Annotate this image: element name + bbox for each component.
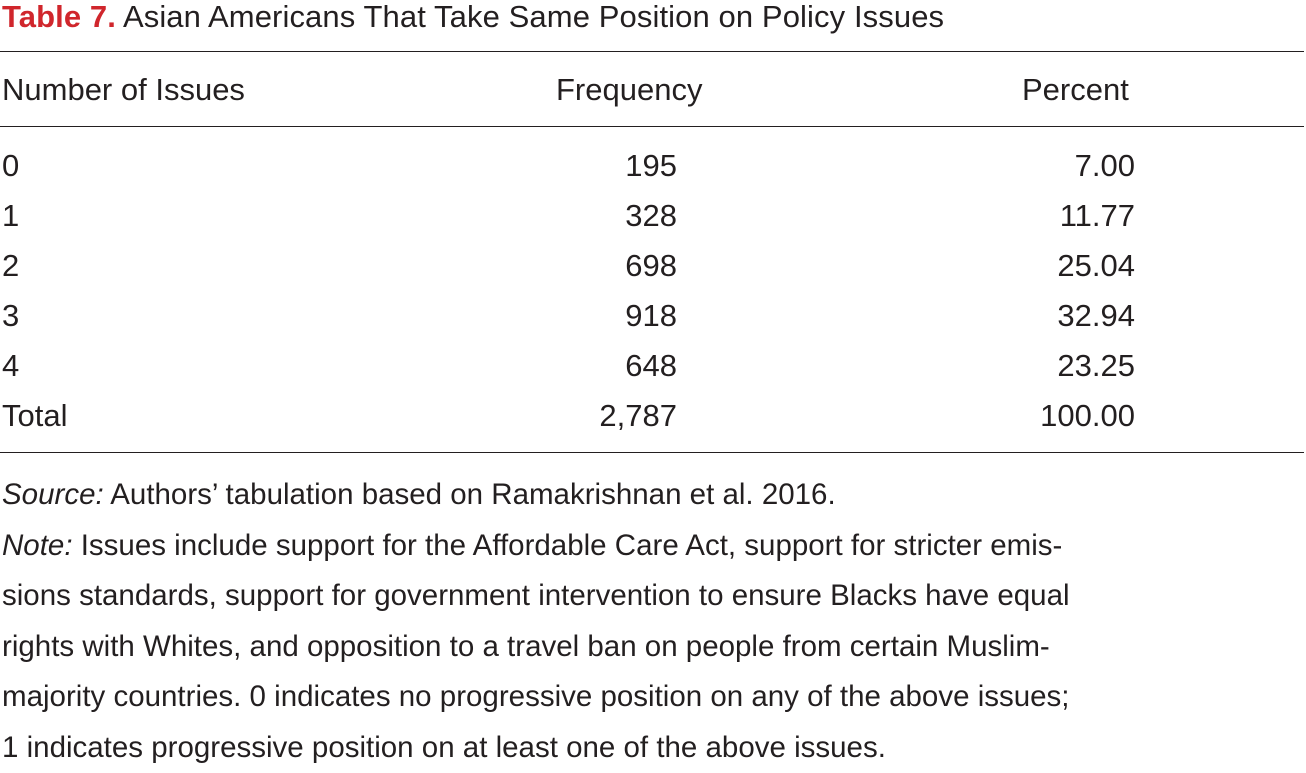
table-row: 4 648 23.25: [0, 342, 1304, 392]
cell-issues: Total: [2, 392, 67, 440]
column-header-percent: Percent: [1022, 70, 1129, 110]
cell-frequency: 328: [625, 192, 677, 240]
note-line: rights with Whites, and opposition to a …: [2, 630, 1050, 663]
note-line: majority countries. 0 indicates no progr…: [2, 680, 1070, 713]
note-line: sions standards, support for government …: [2, 579, 1070, 612]
cell-issues: 0: [2, 142, 19, 190]
source-note: Source: Authors’ tabulation based on Ram…: [2, 470, 1302, 521]
cell-issues: 2: [2, 242, 19, 290]
cell-percent: 32.94: [1057, 292, 1135, 340]
table-row: 0 195 7.00: [0, 142, 1304, 192]
table-row: 1 328 11.77: [0, 192, 1304, 242]
note-label: Note:: [2, 529, 73, 562]
table-notes: Source: Authors’ tabulation based on Ram…: [2, 470, 1302, 773]
header-rule: [0, 126, 1304, 127]
cell-frequency: 648: [625, 342, 677, 390]
table-title: Table 7. Asian Americans That Take Same …: [2, 0, 944, 34]
cell-percent: 25.04: [1057, 242, 1135, 290]
cell-frequency: 195: [625, 142, 677, 190]
note: Note: Issues include support for the Aff…: [2, 521, 1302, 773]
cell-percent: 23.25: [1057, 342, 1135, 390]
cell-percent: 100.00: [1040, 392, 1135, 440]
note-line: Issues include support for the Affordabl…: [73, 529, 1063, 562]
cell-percent: 11.77: [1060, 192, 1135, 240]
table-title-text: Asian Americans That Take Same Position …: [116, 0, 944, 34]
table-row-total: Total 2,787 100.00: [0, 392, 1304, 442]
table-body: 0 195 7.00 1 328 11.77 2 698 25.04 3 918…: [0, 142, 1304, 442]
cell-issues: 3: [2, 292, 19, 340]
column-header-frequency: Frequency: [556, 70, 702, 110]
note-line: 1 indicates progressive position on at l…: [2, 731, 886, 764]
bottom-rule: [0, 452, 1304, 453]
source-label: Source:: [2, 478, 104, 511]
column-header-number-of-issues: Number of Issues: [2, 70, 245, 110]
cell-issues: 1: [2, 192, 19, 240]
table-number: Table 7.: [2, 0, 116, 34]
table-row: 3 918 32.94: [0, 292, 1304, 342]
cell-percent: 7.00: [1075, 142, 1135, 190]
top-rule: [0, 51, 1304, 52]
table-header: Number of Issues Frequency Percent: [0, 70, 1304, 110]
table-row: 2 698 25.04: [0, 242, 1304, 292]
source-text: Authors’ tabulation based on Ramakrishna…: [104, 478, 836, 511]
cell-frequency: 698: [625, 242, 677, 290]
cell-frequency: 2,787: [599, 392, 677, 440]
cell-issues: 4: [2, 342, 19, 390]
cell-frequency: 918: [625, 292, 677, 340]
